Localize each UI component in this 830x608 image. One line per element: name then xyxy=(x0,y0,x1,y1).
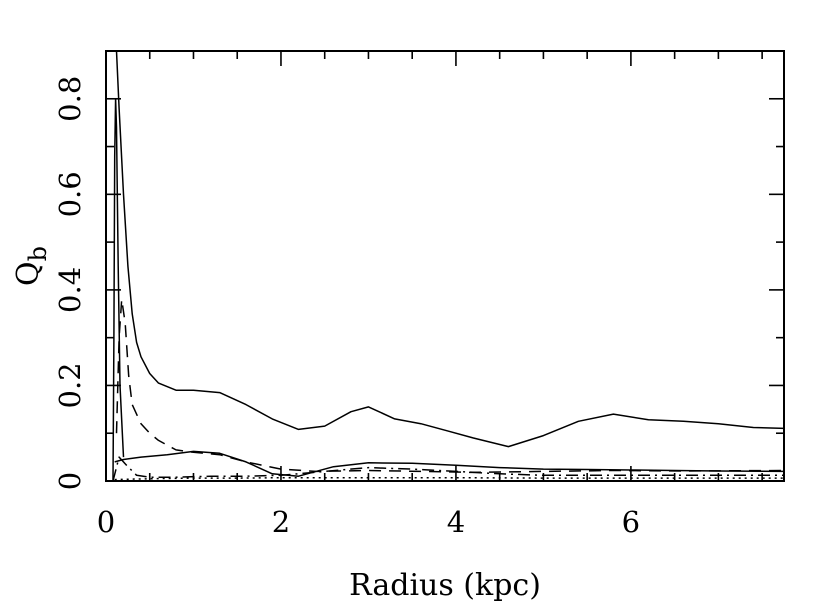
series-1-line xyxy=(115,51,784,448)
x-tick-label: 0 xyxy=(97,505,115,539)
series-3-line xyxy=(115,298,784,474)
series-4-line xyxy=(114,450,784,477)
series-5-line xyxy=(112,456,784,481)
series-2-line xyxy=(112,98,125,481)
plot-series xyxy=(112,51,784,481)
y-axis-title-main: Q xyxy=(11,261,46,286)
x-tick-label: 6 xyxy=(622,505,640,539)
y-tick-label: 0 xyxy=(53,472,87,490)
series-6-line xyxy=(114,476,784,481)
x-axis-title: Radius (kpc) xyxy=(349,568,541,603)
tick-labels: 0 2 4 6 0 0.2 0.4 0.6 0.8 xyxy=(53,76,640,539)
y-axis-title-subscript: b xyxy=(24,246,52,261)
x-tick-label: 2 xyxy=(272,505,290,539)
y-tick-label: 0.8 xyxy=(53,76,87,122)
y-axis-title: Qb xyxy=(11,246,52,286)
axis-ticks xyxy=(105,50,784,482)
x-tick-label: 4 xyxy=(447,505,465,539)
plot-frame xyxy=(105,50,785,482)
y-tick-label: 0.2 xyxy=(53,362,87,408)
y-tick-label: 0.6 xyxy=(53,171,87,217)
y-tick-label: 0.4 xyxy=(53,267,87,313)
svg-text:Qb: Qb xyxy=(11,246,52,286)
